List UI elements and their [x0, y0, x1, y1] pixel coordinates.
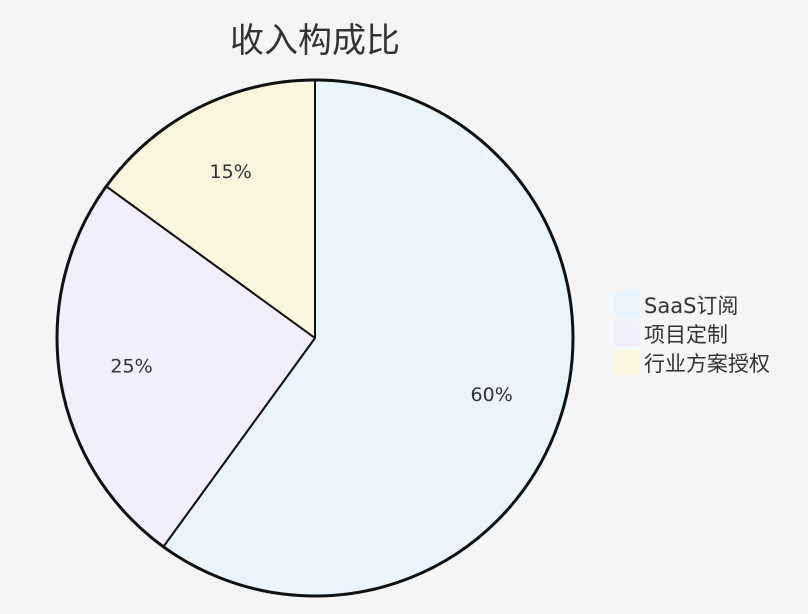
legend: SaaS订阅 项目定制 行业方案授权	[614, 290, 770, 377]
legend-item-industry-license: 行业方案授权	[614, 348, 770, 377]
legend-swatch	[614, 350, 639, 375]
legend-item-saas: SaaS订阅	[614, 290, 770, 319]
legend-label: 项目定制	[644, 319, 728, 349]
legend-label: SaaS订阅	[644, 290, 738, 320]
legend-label: 行业方案授权	[644, 348, 770, 378]
legend-swatch	[614, 321, 639, 346]
legend-swatch	[614, 292, 639, 317]
slice-value-label: 15%	[210, 161, 252, 183]
legend-item-custom-project: 项目定制	[614, 319, 770, 348]
slice-value-label: 60%	[471, 384, 513, 406]
slice-value-label: 25%	[110, 356, 152, 378]
